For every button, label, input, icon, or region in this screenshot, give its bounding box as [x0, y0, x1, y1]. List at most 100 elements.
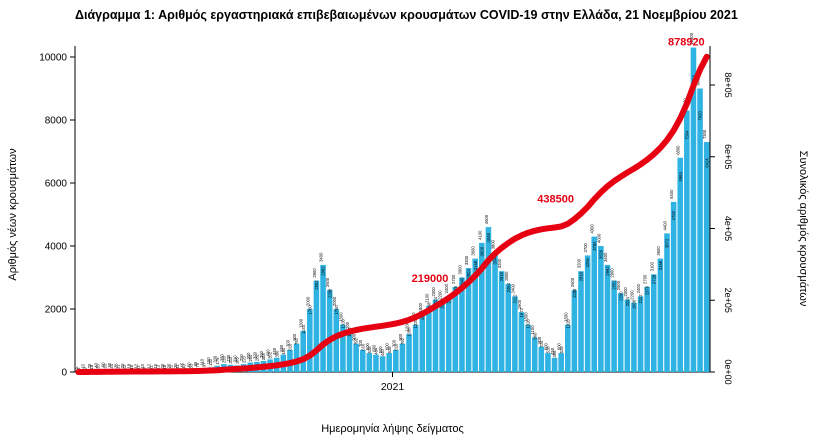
svg-text:1320: 1320 [565, 318, 570, 328]
svg-text:176: 176 [215, 357, 220, 365]
svg-text:2816: 2816 [499, 271, 504, 281]
svg-text:704: 704 [539, 340, 544, 348]
svg-text:219000: 219000 [412, 273, 449, 285]
svg-text:2024: 2024 [625, 296, 630, 306]
svg-text:1300: 1300 [299, 318, 304, 328]
svg-text:2200: 2200 [629, 290, 634, 300]
svg-text:10000: 10000 [39, 53, 67, 64]
svg-text:200: 200 [213, 355, 218, 363]
svg-text:45: 45 [180, 362, 185, 367]
svg-text:75: 75 [195, 362, 200, 367]
svg-text:3608: 3608 [479, 246, 484, 256]
svg-text:1200: 1200 [405, 321, 410, 331]
svg-text:20: 20 [87, 363, 92, 368]
svg-text:320: 320 [252, 351, 257, 359]
chart-canvas: 0 2000 4000 6000 8000 10000 0e+00 2e+05 4e+05 6e+… [7, 32, 809, 435]
svg-text:53: 53 [188, 363, 193, 368]
svg-text:1760: 1760 [334, 305, 339, 315]
svg-text:2700: 2700 [451, 274, 456, 284]
svg-text:97: 97 [202, 362, 207, 367]
svg-text:4048: 4048 [486, 233, 491, 243]
svg-text:2600: 2600 [570, 277, 575, 287]
svg-text:450: 450 [272, 347, 277, 355]
svg-text:50: 50 [107, 362, 112, 367]
svg-text:2024: 2024 [433, 296, 438, 306]
svg-text:2112: 2112 [512, 294, 517, 304]
svg-text:4300: 4300 [590, 224, 595, 234]
svg-text:1936: 1936 [632, 299, 637, 309]
svg-text:528: 528 [387, 346, 392, 354]
svg-text:2500: 2500 [616, 280, 621, 290]
svg-text:31: 31 [116, 364, 121, 369]
svg-text:110: 110 [199, 358, 204, 365]
svg-text:7304: 7304 [684, 130, 689, 140]
svg-text:3800: 3800 [491, 239, 496, 249]
svg-text:900: 900 [352, 333, 357, 341]
svg-text:250: 250 [219, 353, 224, 361]
svg-text:2112: 2112 [638, 294, 643, 304]
svg-text:400: 400 [266, 349, 271, 357]
svg-text:2376: 2376 [645, 285, 650, 295]
svg-text:6424: 6424 [704, 158, 709, 168]
svg-text:528: 528 [367, 346, 372, 354]
svg-text:878920: 878920 [668, 37, 705, 49]
svg-text:9: 9 [142, 367, 147, 370]
svg-text:396: 396 [552, 350, 557, 358]
svg-text:Αριθμός νέων κρουσμάτων: Αριθμός νέων κρουσμάτων [7, 148, 19, 281]
svg-text:2992: 2992 [321, 266, 326, 276]
svg-text:1144: 1144 [301, 324, 306, 334]
svg-text:202: 202 [228, 356, 233, 364]
svg-text:35: 35 [96, 364, 101, 369]
svg-text:900: 900 [292, 333, 297, 341]
svg-text:616: 616 [288, 343, 293, 351]
svg-text:18: 18 [127, 363, 132, 368]
svg-text:3784: 3784 [592, 241, 597, 251]
svg-text:264: 264 [248, 354, 253, 362]
svg-text:3168: 3168 [658, 260, 663, 270]
svg-text:6800: 6800 [676, 145, 681, 155]
svg-text:0: 0 [61, 368, 67, 379]
svg-text:210: 210 [233, 355, 238, 363]
svg-text:60: 60 [100, 362, 105, 367]
svg-text:185: 185 [235, 357, 240, 365]
svg-text:53: 53 [102, 363, 107, 368]
cumulative-line [75, 53, 710, 375]
svg-text:2816: 2816 [579, 271, 584, 281]
svg-text:1672: 1672 [519, 307, 524, 317]
svg-text:3168: 3168 [473, 260, 478, 270]
svg-text:2904: 2904 [466, 269, 471, 279]
svg-text:1500: 1500 [338, 312, 343, 322]
svg-text:3400: 3400 [603, 252, 608, 262]
svg-text:2700: 2700 [643, 274, 648, 284]
svg-text:350: 350 [259, 350, 264, 358]
svg-text:10300: 10300 [689, 32, 694, 44]
svg-text:2021: 2021 [381, 381, 405, 393]
svg-text:1800: 1800 [418, 302, 423, 312]
svg-text:1200: 1200 [345, 321, 350, 331]
svg-text:2000: 2000 [332, 296, 337, 306]
svg-text:11: 11 [135, 365, 140, 370]
svg-text:35: 35 [113, 363, 118, 368]
svg-text:484: 484 [374, 347, 379, 355]
svg-text:792: 792 [354, 337, 359, 345]
svg-text:9: 9 [83, 367, 88, 370]
svg-text:25: 25 [120, 363, 125, 368]
svg-text:616: 616 [360, 343, 365, 351]
svg-text:3200: 3200 [497, 258, 502, 268]
svg-text:2200: 2200 [618, 291, 623, 301]
svg-text:300: 300 [246, 352, 251, 360]
svg-text:484: 484 [281, 347, 286, 355]
svg-text:60: 60 [186, 362, 191, 367]
svg-text:Ημερομηνία λήψης δείγματος: Ημερομηνία λήψης δείγματος [321, 423, 464, 435]
svg-text:528: 528 [559, 346, 564, 354]
svg-text:3520: 3520 [598, 249, 603, 259]
svg-text:4e+05: 4e+05 [723, 216, 733, 241]
svg-text:2900: 2900 [610, 268, 615, 278]
svg-text:308: 308 [261, 353, 266, 361]
svg-text:12: 12 [147, 363, 152, 368]
svg-text:4000: 4000 [596, 233, 601, 243]
svg-text:550: 550 [371, 344, 376, 352]
svg-text:2e+05: 2e+05 [723, 288, 733, 313]
svg-text:600: 600 [543, 342, 548, 350]
svg-text:450: 450 [550, 347, 555, 355]
